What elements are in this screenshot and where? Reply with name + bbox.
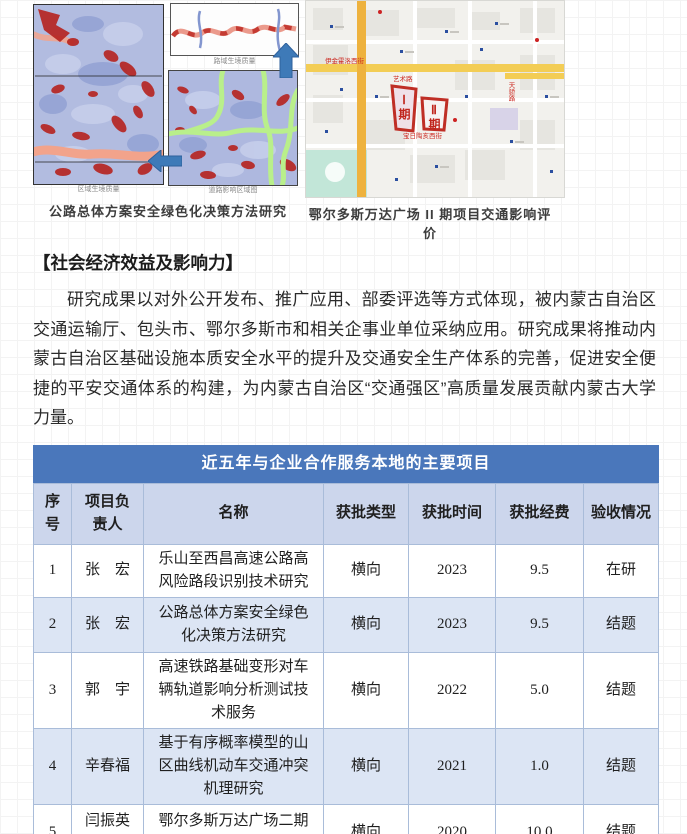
cell-seq: 4 <box>33 727 72 805</box>
cell-status: 结题 <box>583 727 659 805</box>
route-impact-map-image <box>168 70 298 186</box>
cell-seq: 2 <box>33 596 72 653</box>
cell-type: 横向 <box>323 803 409 834</box>
cell-leader: 张 宏 <box>71 543 144 598</box>
header-status: 验收情况 <box>583 482 659 545</box>
table-row: 2 张 宏 公路总体方案安全绿色 化决策方法研究 横向 2023 9.5 结题 <box>33 596 659 653</box>
cell-status: 结题 <box>583 803 659 834</box>
header-type: 获批类型 <box>323 482 409 545</box>
arrow-left-icon <box>148 150 182 172</box>
table-row: 5 闫振英 菅美英 鄂尔多斯万达广场二期 项目交通影响评价 横向 2020 10… <box>33 803 659 834</box>
cell-name: 基于有序概率模型的山 区曲线机动车交通冲突 机理研究 <box>143 727 324 805</box>
cell-leader: 辛春福 <box>71 727 144 805</box>
road-corridor-strip-image <box>170 3 299 56</box>
cell-year: 2023 <box>408 543 496 598</box>
table-row: 3 郭 宇 高速铁路基础变形对车 辆轨道影响分析测试技 术服务 横向 2022 … <box>33 651 659 729</box>
cell-year: 2020 <box>408 803 496 834</box>
habitat-quality-map-image <box>33 4 164 185</box>
header-name: 名称 <box>143 482 324 545</box>
arrow-up-icon <box>273 43 299 78</box>
figure-caption-left: 公路总体方案安全绿色化决策方法研究 <box>48 204 287 219</box>
cell-funding: 1.0 <box>495 727 584 805</box>
section-heading: 【社会经济效益及影响力】 <box>33 253 243 273</box>
cell-seq: 5 <box>33 803 72 834</box>
figures-section: 区域生境质量 路域生境质量 道路影响区域图 <box>0 0 687 241</box>
phase1-label: Ⅰ期 <box>397 93 411 121</box>
cell-funding: 10.0 <box>495 803 584 834</box>
cell-type: 横向 <box>323 651 409 729</box>
cell-type: 横向 <box>323 543 409 598</box>
cell-status: 结题 <box>583 651 659 729</box>
cell-status: 在研 <box>583 543 659 598</box>
cell-year: 2022 <box>408 651 496 729</box>
cell-seq: 1 <box>33 543 72 598</box>
cell-leader: 张 宏 <box>71 596 144 653</box>
cell-funding: 9.5 <box>495 596 584 653</box>
mini-caption-region: 区域生境质量 <box>77 186 120 193</box>
section-paragraph: 研究成果以对外公开发布、推广应用、部委评选等方式体现，被内蒙古自治区交通运输厅、… <box>33 290 656 427</box>
header-seq: 序 号 <box>33 482 72 545</box>
cell-name: 高速铁路基础变形对车 辆轨道影响分析测试技 术服务 <box>143 651 324 729</box>
cell-name: 鄂尔多斯万达广场二期 项目交通影响评价 <box>143 803 324 834</box>
street-label-main-road: 伊金霍洛西街 <box>325 58 364 65</box>
table-title: 近五年与企业合作服务本地的主要项目 <box>33 444 659 483</box>
wanda-plaza-traffic-map-image <box>305 0 565 198</box>
mini-caption-strip: 路域生境质量 <box>213 58 256 65</box>
projects-table: 近五年与企业合作服务本地的主要项目 序 号 项目负 责人 名称 获批类型 获批时… <box>33 444 659 834</box>
header-leader: 项目负 责人 <box>71 482 144 545</box>
cell-seq: 3 <box>33 651 72 729</box>
header-funding: 获批经费 <box>495 482 584 545</box>
cell-leader: 闫振英 菅美英 <box>71 803 144 834</box>
street-label-small-road: 艺术路 <box>393 76 413 83</box>
cell-funding: 5.0 <box>495 651 584 729</box>
street-label-south-road: 宝日陶亥西街 <box>403 133 442 140</box>
cell-leader: 郭 宇 <box>71 651 144 729</box>
cell-funding: 9.5 <box>495 543 584 598</box>
table-row: 1 张 宏 乐山至西昌高速公路高 风险路段识别技术研究 横向 2023 9.5 … <box>33 543 659 598</box>
cell-year: 2021 <box>408 727 496 805</box>
cell-name: 公路总体方案安全绿色 化决策方法研究 <box>143 596 324 653</box>
cell-type: 横向 <box>323 596 409 653</box>
phase2-label: Ⅱ期 <box>427 103 441 131</box>
cell-year: 2023 <box>408 596 496 653</box>
cell-type: 横向 <box>323 727 409 805</box>
mini-caption-mid: 道路影响区域图 <box>208 187 258 194</box>
cell-status: 结题 <box>583 596 659 653</box>
street-label-vertical-road: 天骄路 <box>507 82 514 102</box>
table-header-row: 序 号 项目负 责人 名称 获批类型 获批时间 获批经费 验收情况 <box>33 482 659 545</box>
header-year: 获批时间 <box>408 482 496 545</box>
cell-name: 乐山至西昌高速公路高 风险路段识别技术研究 <box>143 543 324 598</box>
table-row: 4 辛春福 基于有序概率模型的山 区曲线机动车交通冲突 机理研究 横向 2021… <box>33 727 659 805</box>
projects-table-wrap: 近五年与企业合作服务本地的主要项目 序 号 项目负 责人 名称 获批类型 获批时… <box>33 444 659 834</box>
figure-caption-right: 鄂尔多斯万达广场 II 期项目交通影响评价 <box>308 207 552 241</box>
